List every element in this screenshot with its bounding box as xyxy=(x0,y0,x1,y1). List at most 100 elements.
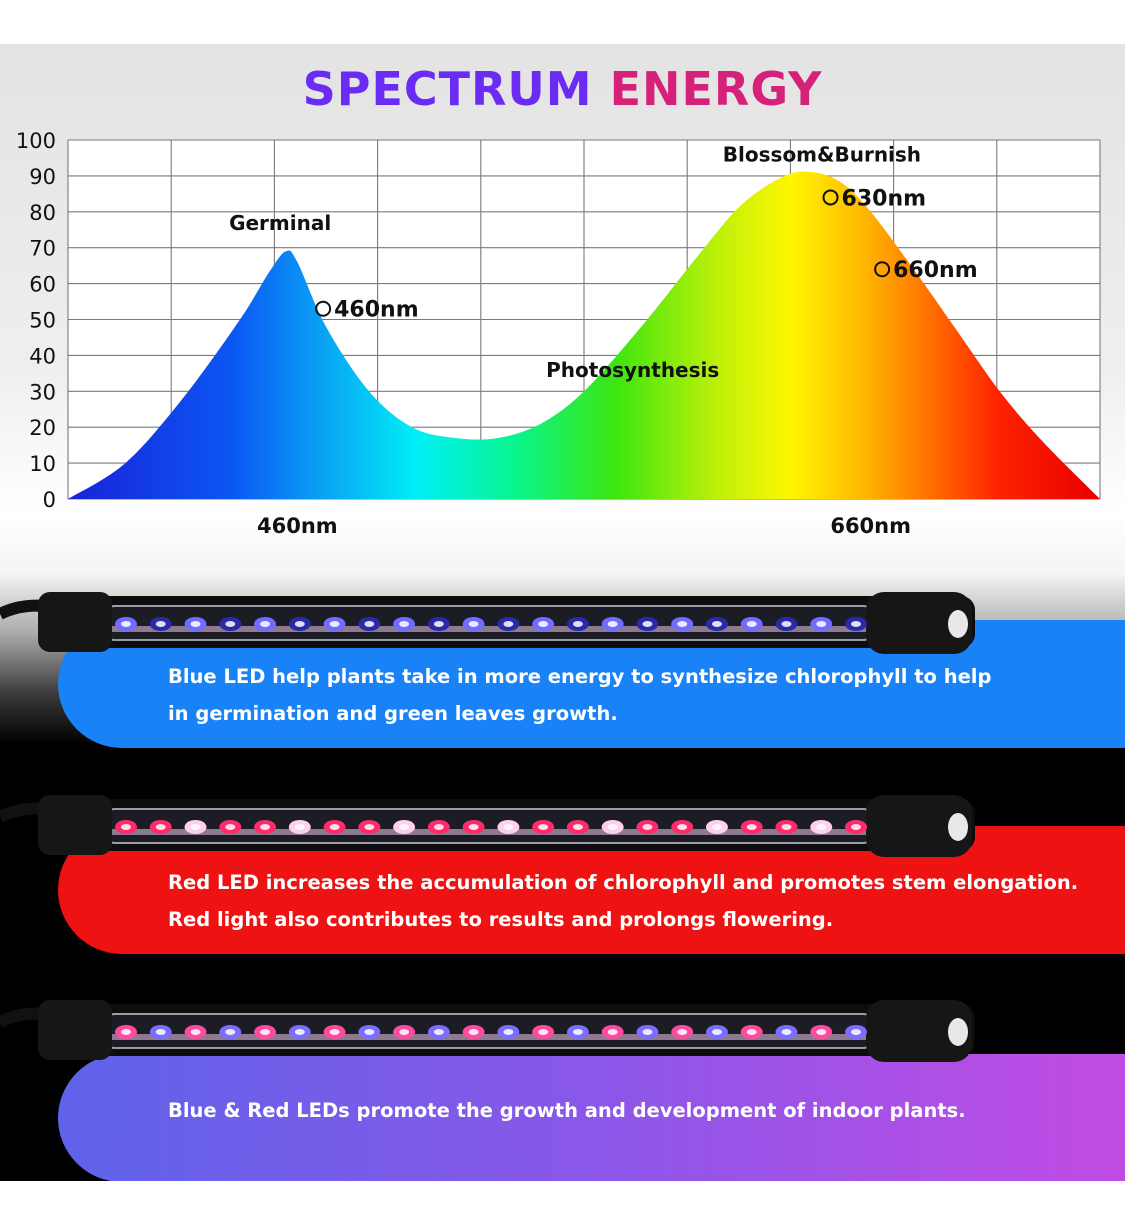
annotation-label: Germinal xyxy=(229,211,331,235)
tube-strip xyxy=(112,1034,866,1040)
spectrum-chart: 0 10 20 30 40 50 60 70 80 90 100 460nm 660nm 460nm 6… xyxy=(16,129,1101,538)
y-tick-label: 0 xyxy=(43,488,56,512)
led-light-core xyxy=(190,621,201,627)
marker-label: 460nm xyxy=(334,298,419,323)
led-description: Blue & Red LEDs promote the growth and d… xyxy=(168,1092,1088,1129)
led-light-core xyxy=(503,1029,514,1035)
led-light-core xyxy=(121,1029,131,1035)
tube-cap-highlight xyxy=(948,610,968,638)
led-light-core xyxy=(260,1029,271,1035)
led-light-core xyxy=(538,824,549,830)
led-light-core xyxy=(399,621,410,627)
y-tick-label: 70 xyxy=(29,237,56,261)
spectrum-area xyxy=(68,171,1100,499)
led-light-core xyxy=(399,824,410,830)
led-description-line: in germination and green leaves growth. xyxy=(168,702,618,725)
led-light-core xyxy=(260,621,271,627)
led-light-core xyxy=(225,1029,236,1035)
title-word-spectrum: SPECTRUM xyxy=(302,62,593,116)
led-light-core xyxy=(572,824,583,830)
led-light-core xyxy=(260,824,271,830)
led-tube xyxy=(0,795,975,857)
led-description: Red LED increases the accumulation of ch… xyxy=(168,864,1088,938)
tube-cap-highlight xyxy=(948,813,968,841)
x-axis-labels: 460nm 660nm xyxy=(257,514,911,538)
spectrum-poster: SPECTRUM ENERGY 0 10 20 30 40 50 60 70 80 90 100 4… xyxy=(0,44,1125,1181)
led-light-core xyxy=(155,621,166,627)
led-description-line: Blue LED help plants take in more energy… xyxy=(168,665,992,688)
led-description-line: Blue & Red LEDs promote the growth and d… xyxy=(168,1099,966,1122)
led-light-core xyxy=(121,824,131,830)
led-light-core xyxy=(746,621,757,627)
y-tick-label: 30 xyxy=(29,380,56,404)
chart-title: SPECTRUM ENERGY xyxy=(0,62,1125,116)
led-light-core xyxy=(433,824,444,830)
led-light-core xyxy=(503,621,514,627)
led-light-core xyxy=(711,621,722,627)
led-light-core xyxy=(851,1029,861,1035)
led-light-core xyxy=(572,621,583,627)
led-light-core xyxy=(121,621,131,627)
led-light-core xyxy=(607,824,618,830)
led-light-core xyxy=(781,824,792,830)
x-tick-label: 660nm xyxy=(830,514,911,538)
led-light-core xyxy=(746,824,757,830)
led-light-core xyxy=(607,621,618,627)
led-light-core xyxy=(329,1029,340,1035)
y-tick-label: 10 xyxy=(29,452,56,476)
y-tick-label: 40 xyxy=(29,344,56,368)
tube-cap-highlight xyxy=(948,1018,968,1046)
led-light-core xyxy=(225,621,236,627)
led-light-core xyxy=(468,1029,479,1035)
led-light-core xyxy=(816,621,827,627)
y-axis-ticks: 0 10 20 30 40 50 60 70 80 90 100 xyxy=(16,129,56,512)
led-light-core xyxy=(851,824,861,830)
led-light-core xyxy=(642,621,653,627)
led-description: Blue LED help plants take in more energy… xyxy=(168,658,1088,732)
led-light-core xyxy=(225,824,236,830)
led-light-core xyxy=(399,1029,410,1035)
y-tick-label: 90 xyxy=(29,165,56,189)
led-light-core xyxy=(190,824,201,830)
y-tick-label: 60 xyxy=(29,273,56,297)
led-light-core xyxy=(433,1029,444,1035)
led-light-core xyxy=(433,621,444,627)
led-light-core xyxy=(642,824,653,830)
tube-strip xyxy=(112,626,866,632)
led-tube xyxy=(0,1000,975,1062)
led-light-core xyxy=(538,621,549,627)
led-light-core xyxy=(364,824,375,830)
led-description-line: Red LED increases the accumulation of ch… xyxy=(168,871,1079,894)
led-light-core xyxy=(607,1029,618,1035)
y-tick-label: 20 xyxy=(29,416,56,440)
led-light-core xyxy=(364,1029,375,1035)
led-light-core xyxy=(677,824,688,830)
marker-circle xyxy=(874,261,891,278)
led-light-core xyxy=(294,824,305,830)
tube-right-cap xyxy=(866,592,972,654)
led-light-core xyxy=(190,1029,201,1035)
tube-strip xyxy=(112,829,866,835)
y-tick-label: 50 xyxy=(29,309,56,333)
led-light-core xyxy=(781,1029,792,1035)
led-tube xyxy=(0,592,975,654)
marker-label: 660nm xyxy=(893,258,978,283)
chart-annotations: Germinal Blossom&Burnish Photosynthesis xyxy=(229,143,921,382)
y-tick-label: 100 xyxy=(16,129,56,153)
led-light-core xyxy=(677,1029,688,1035)
led-light-core xyxy=(329,621,340,627)
annotation-label: Blossom&Burnish xyxy=(723,143,921,167)
led-light-core xyxy=(746,1029,757,1035)
led-light-core xyxy=(294,1029,305,1035)
led-light-core xyxy=(538,1029,549,1035)
x-tick-label: 460nm xyxy=(257,514,338,538)
marker-circle xyxy=(822,189,839,206)
led-light-core xyxy=(851,621,861,627)
tube-left-cap xyxy=(38,795,112,855)
tube-left-cap xyxy=(38,1000,112,1060)
led-light-core xyxy=(468,621,479,627)
annotation-label: Photosynthesis xyxy=(546,358,719,382)
y-tick-label: 80 xyxy=(29,201,56,225)
led-light-core xyxy=(677,621,688,627)
led-light-core xyxy=(468,824,479,830)
